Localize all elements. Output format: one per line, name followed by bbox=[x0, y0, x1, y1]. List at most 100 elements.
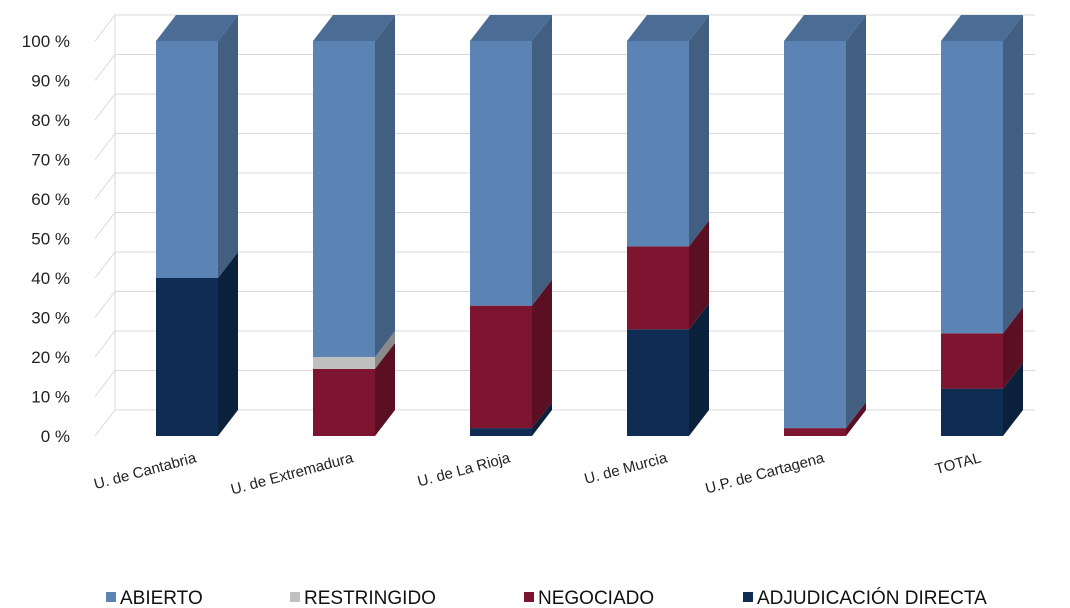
bar-segment bbox=[313, 342, 395, 436]
gridline bbox=[94, 370, 1035, 397]
gridlines bbox=[94, 14, 1035, 437]
bars bbox=[156, 15, 1023, 436]
legend-swatch bbox=[524, 592, 534, 602]
bar-side bbox=[375, 331, 395, 369]
x-category-label: U. de La Rioja bbox=[416, 449, 513, 490]
y-tick-label: 100 % bbox=[22, 32, 70, 51]
legend-label: ADJUDICACIÓN DIRECTA bbox=[757, 587, 987, 608]
bar-side bbox=[1003, 362, 1023, 436]
bar-segment bbox=[941, 15, 1023, 334]
bar-face bbox=[313, 357, 375, 369]
bar-top bbox=[784, 15, 866, 41]
bar-side bbox=[846, 15, 866, 429]
bar-face bbox=[784, 41, 846, 429]
bar-side bbox=[1003, 307, 1023, 389]
bar-face bbox=[941, 388, 1003, 436]
bar-top bbox=[941, 15, 1023, 41]
legend-item: RESTRINGIDO bbox=[290, 588, 436, 608]
y-tick-label: 40 % bbox=[31, 269, 70, 288]
bar-segment bbox=[627, 15, 709, 247]
gridline bbox=[94, 133, 1035, 160]
gridline bbox=[94, 172, 1035, 200]
legend-item: ABIERTO bbox=[106, 588, 203, 608]
x-category-label: TOTAL bbox=[933, 449, 983, 478]
y-tick-label: 60 % bbox=[31, 190, 70, 209]
bar-segment bbox=[313, 15, 395, 357]
bar-segment bbox=[156, 252, 238, 436]
x-axis-category-labels: U. de Cantabria U. de Extremadura U. de La… bbox=[92, 449, 983, 498]
bar-stack bbox=[627, 15, 709, 436]
y-tick-label: 0 % bbox=[41, 427, 70, 446]
bar-face bbox=[627, 41, 689, 247]
bar-face bbox=[156, 278, 218, 436]
bar-segment bbox=[784, 402, 866, 436]
gridline bbox=[94, 212, 1035, 239]
bar-segment bbox=[941, 307, 1023, 389]
y-tick-label: 70 % bbox=[31, 151, 70, 170]
bar-side bbox=[689, 15, 709, 247]
legend-swatch bbox=[290, 592, 300, 602]
bar-top bbox=[470, 15, 552, 41]
bar-face bbox=[470, 41, 532, 306]
bar-segment bbox=[941, 362, 1023, 436]
bar-stack bbox=[941, 15, 1023, 436]
bar-face bbox=[470, 305, 532, 429]
bar-side bbox=[1003, 15, 1023, 334]
bar-stack bbox=[784, 15, 866, 436]
bar-side bbox=[846, 402, 866, 436]
bar-segment bbox=[470, 402, 552, 436]
bar-face bbox=[627, 246, 689, 330]
bar-face bbox=[784, 428, 846, 436]
bar-side bbox=[218, 15, 238, 278]
legend-item: ADJUDICACIÓN DIRECTA bbox=[743, 587, 987, 608]
bar-side bbox=[532, 402, 552, 436]
y-tick-label: 30 % bbox=[31, 309, 70, 328]
bar-side bbox=[218, 252, 238, 436]
gridline bbox=[94, 330, 1035, 358]
bar-segment bbox=[784, 15, 866, 429]
bar-top bbox=[313, 15, 395, 41]
bar-segment bbox=[470, 279, 552, 429]
bar-face bbox=[941, 333, 1003, 389]
bar-stack bbox=[313, 15, 395, 436]
bar-face bbox=[313, 368, 375, 436]
y-axis-tick-labels: 0 % 10 % 20 % 30 % 40 % 50 % 60 % 70 % 80 % 90 % 1… bbox=[22, 32, 70, 446]
legend-label: ABIERTO bbox=[120, 588, 203, 608]
bar-face bbox=[470, 428, 532, 436]
gridline bbox=[94, 409, 1035, 437]
gridline bbox=[94, 251, 1035, 279]
legend-label: RESTRINGIDO bbox=[304, 588, 436, 608]
x-category-label: U. de Cantabria bbox=[92, 449, 199, 493]
legend: ABIERTO RESTRINGIDO NEGOCIADO ADJUDICACIÓN … bbox=[106, 587, 987, 608]
bar-side bbox=[532, 15, 552, 306]
legend-item: NEGOCIADO bbox=[524, 588, 654, 608]
legend-label: NEGOCIADO bbox=[538, 588, 654, 608]
y-tick-label: 80 % bbox=[31, 111, 70, 130]
bar-top bbox=[627, 15, 709, 41]
bar-stack bbox=[156, 15, 238, 436]
bar-side bbox=[689, 220, 709, 330]
gridline bbox=[94, 14, 1035, 42]
legend-swatch bbox=[743, 592, 753, 602]
bar-face bbox=[627, 329, 689, 436]
bar-segment bbox=[313, 331, 395, 369]
gridline bbox=[94, 291, 1035, 318]
bar-segment bbox=[627, 220, 709, 330]
x-category-label: U. de Extremadura bbox=[229, 449, 356, 498]
bar-side bbox=[532, 279, 552, 429]
bar-face bbox=[941, 41, 1003, 334]
y-tick-label: 20 % bbox=[31, 348, 70, 367]
gridline bbox=[94, 93, 1035, 121]
bar-segment bbox=[627, 303, 709, 436]
bar-side bbox=[375, 342, 395, 436]
bar-side bbox=[375, 15, 395, 357]
bar-face bbox=[156, 41, 218, 278]
legend-swatch bbox=[106, 592, 116, 602]
gridline bbox=[94, 54, 1035, 81]
bar-face bbox=[313, 41, 375, 357]
bar-stack bbox=[470, 15, 552, 436]
bar-top bbox=[156, 15, 238, 41]
x-category-label: U. de Murcia bbox=[583, 449, 670, 488]
bar-segment bbox=[156, 15, 238, 278]
